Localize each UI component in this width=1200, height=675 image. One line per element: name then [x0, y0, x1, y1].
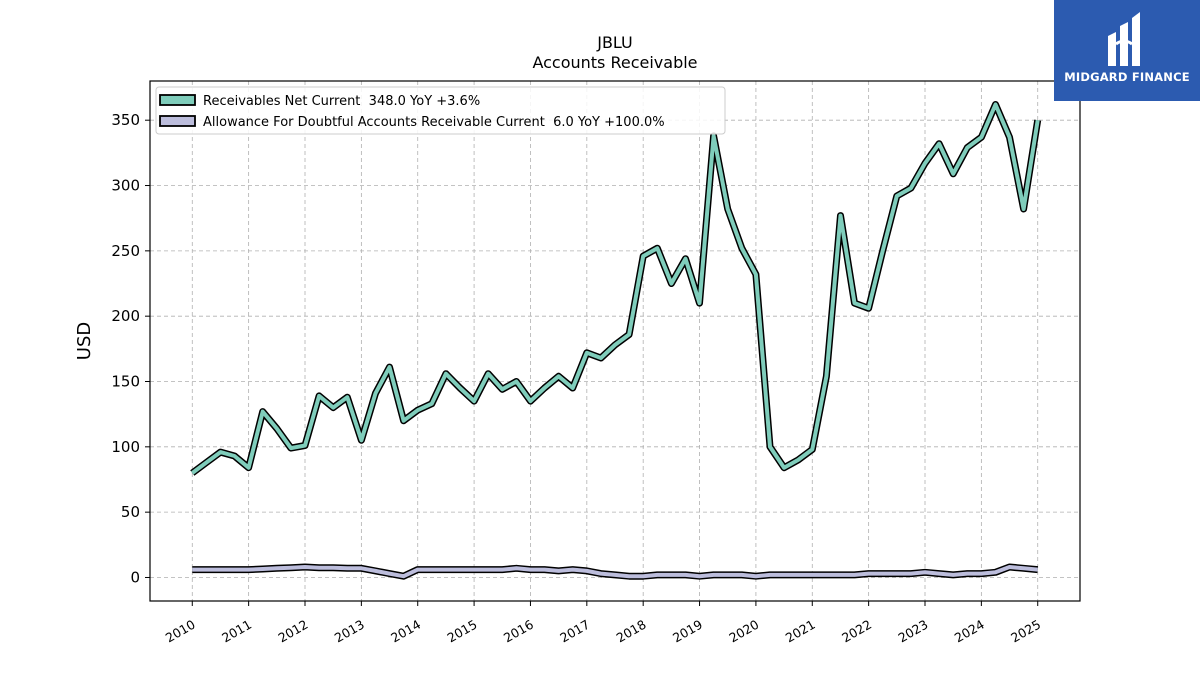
x-tick-label: 2017: [557, 617, 592, 646]
x-tick-label: 2022: [839, 617, 874, 646]
x-tick-label: 2014: [388, 617, 423, 646]
allowance-line: [192, 565, 1038, 579]
y-axis-label: USD: [74, 322, 95, 360]
y-tick-label: 350: [111, 111, 140, 129]
receivables-line-outline: [190, 101, 1042, 476]
midgard-finance-logo: MIDGARD FINANCE: [1054, 0, 1200, 101]
x-tick-label: 2013: [332, 617, 367, 646]
y-tick-label: 250: [111, 242, 140, 260]
x-tick-label: 2021: [783, 617, 818, 646]
chart-subtitle: Accounts Receivable: [532, 53, 698, 72]
x-axis-ticks: 2010 2011 2012 2013 2014 2015 2016 2017 2018 2019…: [163, 601, 1043, 646]
legend-swatch-allowance: [159, 115, 196, 127]
legend-label-allowance: Allowance For Doubtful Accounts Receivab…: [203, 115, 665, 130]
x-tick-label: 2023: [895, 617, 930, 646]
y-tick-label: 0: [130, 568, 140, 586]
receivables-line: [191, 102, 1040, 475]
y-tick-label: 150: [111, 373, 140, 391]
x-tick-label: 2016: [501, 617, 536, 646]
y-tick-label: 200: [111, 307, 140, 325]
x-tick-label: 2015: [445, 617, 480, 646]
series-lines: [190, 101, 1042, 580]
y-axis-ticks: 0 50 100 150 200 250 300 350: [111, 111, 150, 586]
y-tick-label: 300: [111, 177, 140, 195]
logo-mark-icon: [1108, 12, 1140, 66]
chart-title: JBLU: [597, 33, 633, 52]
y-tick-label: 100: [111, 438, 140, 456]
x-tick-label: 2024: [952, 617, 987, 646]
x-tick-label: 2019: [670, 617, 705, 646]
legend: Receivables Net Current 348.0 YoY +3.6% …: [155, 86, 726, 135]
x-tick-label: 2010: [163, 617, 198, 646]
legend-box: [155, 86, 726, 135]
legend-swatch-receivables: [159, 94, 196, 106]
x-tick-label: 2018: [614, 617, 649, 646]
x-tick-label: 2011: [219, 617, 254, 646]
y-tick-label: 50: [121, 503, 140, 521]
x-tick-label: 2025: [1008, 617, 1043, 646]
x-tick-label: 2020: [726, 617, 761, 646]
plot-frame: [149, 80, 1081, 602]
x-tick-label: 2012: [275, 617, 310, 646]
logo-text: MIDGARD FINANCE: [1064, 70, 1190, 84]
legend-label-receivables: Receivables Net Current 348.0 YoY +3.6%: [203, 94, 480, 109]
